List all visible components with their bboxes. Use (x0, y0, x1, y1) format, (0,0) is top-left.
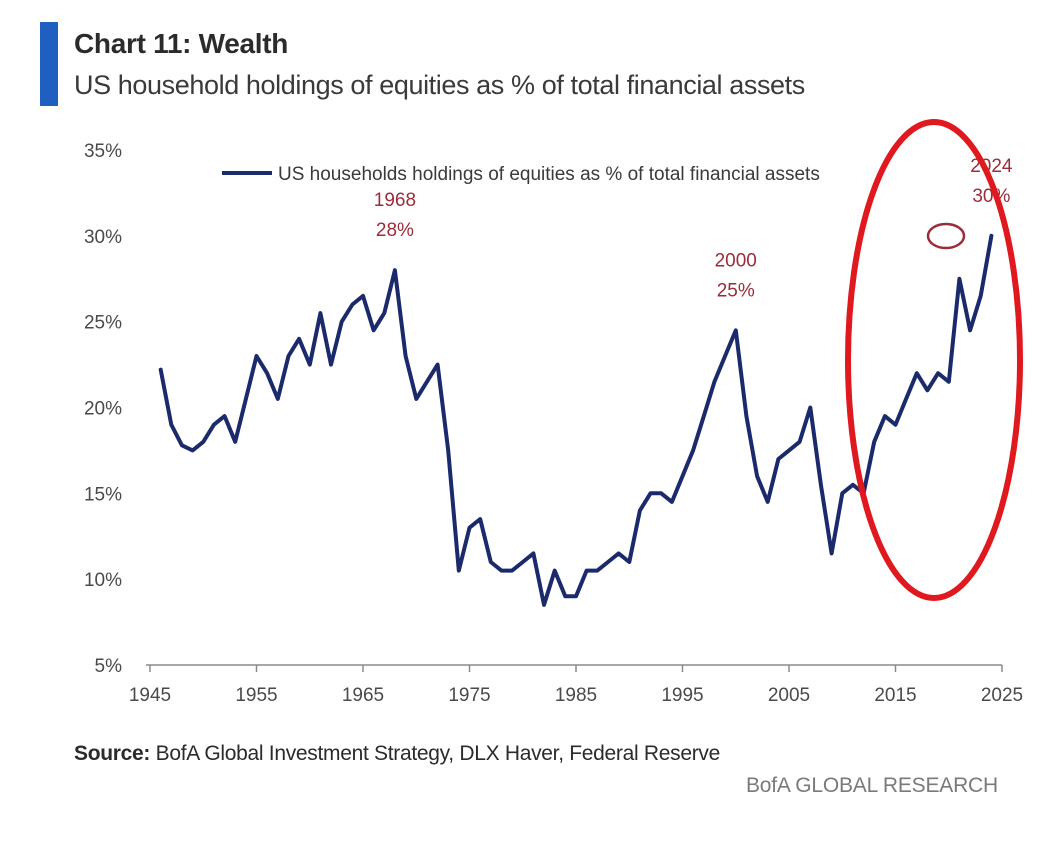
y-tick-label: 15% (84, 484, 122, 505)
x-tick-label: 2025 (981, 685, 1023, 706)
brand-logo-text: BofA GLOBAL RESEARCH (746, 774, 998, 797)
x-tick-label: 2005 (768, 685, 810, 706)
source-text: BofA Global Investment Strategy, DLX Hav… (155, 742, 721, 765)
annotation-year: 2024 (970, 156, 1013, 177)
annotation-value: 25% (717, 280, 755, 301)
series-line (158, 233, 994, 607)
source-note: Source: BofA Global Investment Strategy,… (74, 742, 720, 766)
x-tick-label: 1945 (129, 685, 171, 706)
annotation-year: 1968 (374, 190, 416, 211)
y-tick-label: 30% (84, 227, 122, 248)
x-tick-label: 1965 (342, 685, 384, 706)
x-tick-label: 1975 (448, 685, 490, 706)
x-axis: 1945 1955 1965 1975 1985 1995 2005 2015 2025 (129, 664, 1023, 706)
y-tick-label: 10% (84, 570, 122, 591)
x-tick-label: 1985 (555, 685, 597, 706)
highlight-ellipse (845, 119, 1023, 601)
x-tick-label: 1995 (661, 685, 703, 706)
chart-title: Chart 11: Wealth (74, 28, 289, 59)
legend: US households holdings of equities as % … (222, 164, 820, 185)
accent-bar (40, 22, 58, 106)
annotation-year: 2000 (715, 250, 757, 271)
source-label: Source: (74, 742, 151, 765)
y-tick-label: 5% (95, 656, 123, 677)
annotation-value: 28% (376, 220, 414, 241)
peak-marker-circle (926, 222, 966, 250)
x-tick-label: 1955 (235, 685, 277, 706)
y-tick-label: 20% (84, 399, 122, 420)
y-tick-label: 25% (84, 313, 122, 334)
chart-subtitle: US household holdings of equities as % o… (74, 70, 805, 100)
x-tick-label: 2015 (874, 685, 916, 706)
y-tick-label: 35% (84, 141, 122, 162)
legend-label: US households holdings of equities as % … (278, 164, 820, 185)
y-axis-ticks: 5% 10% 15% 20% 25% 30% 35% (84, 141, 122, 677)
